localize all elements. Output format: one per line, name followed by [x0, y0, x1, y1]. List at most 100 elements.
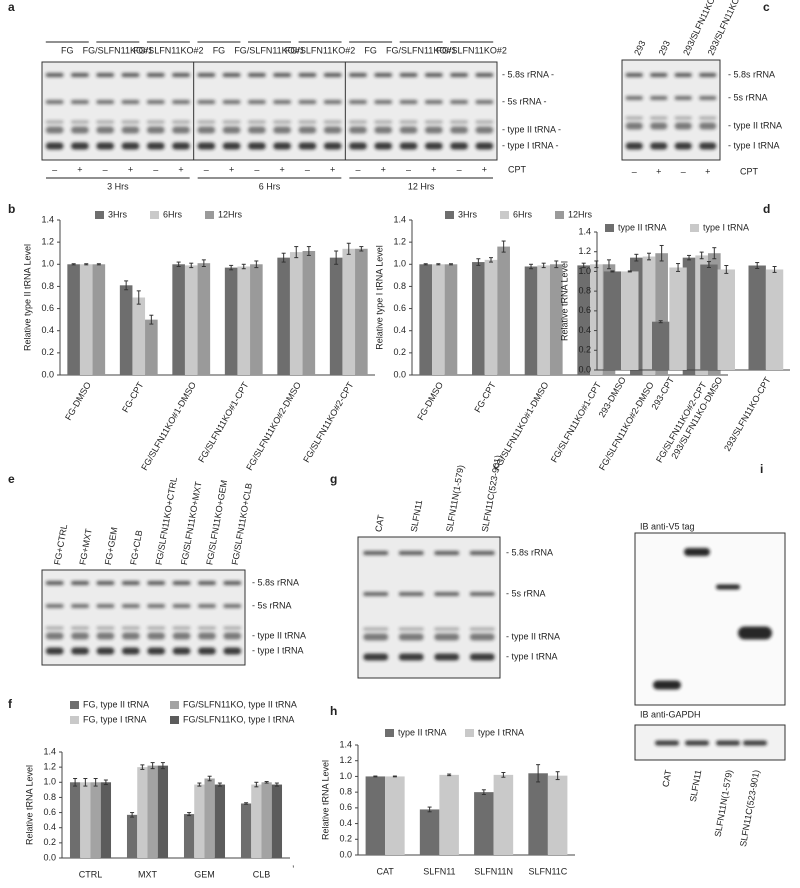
bar	[194, 784, 205, 858]
bar	[419, 264, 433, 375]
y-tick-label: 0.0	[578, 364, 591, 374]
bar	[183, 814, 195, 858]
gel-band	[363, 551, 389, 555]
gel-band	[349, 100, 367, 104]
gel-band	[248, 120, 266, 124]
legend-label: 3Hrs	[458, 209, 478, 219]
treatment-sign: –	[681, 166, 686, 176]
group-label: FG/SLFN11KO#1	[386, 45, 456, 55]
x-tick-label: FG/SLFN11KO#2-CPT	[301, 380, 356, 465]
gel-band	[625, 122, 643, 130]
y-tick-label: 0.6	[43, 807, 56, 817]
gel-band	[223, 581, 242, 585]
treatment-sign: +	[705, 166, 710, 176]
gel-band	[424, 142, 443, 150]
bar	[717, 269, 735, 370]
treatment-sign: –	[355, 164, 360, 174]
gel-band	[450, 126, 468, 134]
bar	[126, 814, 138, 858]
error-bar	[334, 250, 339, 265]
bar	[90, 782, 101, 858]
gel-band	[197, 142, 216, 150]
y-tick-label: 1.2	[578, 246, 591, 256]
panel-letter: i	[760, 462, 763, 476]
band-label: - type II tRNA	[728, 120, 782, 130]
bar	[197, 263, 211, 375]
y-tick-label: 1.0	[339, 771, 352, 781]
y-tick-label: 1.2	[393, 237, 406, 247]
x-tick-label: 293-DMSO	[597, 375, 628, 419]
lane-label: FG+CLB	[128, 529, 144, 565]
bar	[69, 782, 81, 858]
error-bar	[712, 247, 717, 260]
gel-band	[674, 96, 692, 100]
bar	[342, 248, 356, 375]
bar	[157, 765, 169, 858]
gel-band	[349, 120, 367, 124]
gel-band	[298, 120, 317, 124]
lane-label: SLFN11	[409, 499, 424, 533]
gel-band	[96, 120, 115, 124]
y-tick-label: 0.0	[339, 849, 352, 859]
legend-label: type II tRNA	[618, 222, 667, 232]
gel-band	[223, 604, 242, 608]
gel-band	[363, 592, 389, 596]
band-label: - type II tRNA	[252, 630, 306, 640]
gel-band	[172, 100, 190, 104]
gel-band	[197, 120, 216, 124]
error-bar	[676, 263, 681, 272]
gel-band	[650, 122, 668, 130]
error-bar	[476, 258, 481, 266]
gel-band	[374, 120, 393, 124]
lane-label: SLFN11N(1-579)	[444, 464, 466, 533]
legend-swatch	[70, 701, 79, 709]
legend-label: 6Hrs	[163, 209, 183, 219]
lane-label: FG/SLFN11KO+MXT	[179, 480, 204, 566]
y-axis-label: Relative tRNA Level	[320, 760, 330, 840]
lane-label: FG/SLFN11KO+GEM	[204, 479, 229, 566]
legend-swatch	[605, 224, 614, 232]
error-bar	[392, 775, 397, 778]
error-bar	[555, 771, 560, 781]
band-label: - 5.8s rRNA	[728, 69, 775, 79]
lane-label: FG/SLFN11KO+CLB	[230, 482, 254, 566]
gel-band	[399, 126, 418, 134]
error-bar	[423, 263, 428, 266]
bar	[137, 767, 148, 858]
y-tick-label: 0.2	[43, 837, 56, 847]
gel-band	[121, 100, 140, 104]
gel-band	[223, 626, 242, 630]
y-tick-label: 1.2	[339, 755, 352, 765]
treatment-sign: +	[280, 164, 285, 174]
gel-band	[475, 126, 494, 134]
legend-swatch	[170, 716, 179, 724]
y-tick-label: 0.2	[339, 834, 352, 844]
band-label: - 5s rRNA	[728, 92, 768, 102]
gel-band	[197, 126, 216, 134]
gel-band	[222, 100, 241, 104]
band-label: - type I tRNA	[728, 140, 780, 150]
bar	[119, 285, 133, 375]
lane-label: SLFN11	[688, 769, 703, 803]
gel-band	[147, 626, 166, 630]
gel-band	[146, 142, 165, 150]
error-bar	[659, 244, 664, 262]
error-bar	[706, 261, 711, 268]
y-tick-label: 0.4	[339, 818, 352, 828]
error-bar	[481, 789, 486, 795]
error-bar	[124, 280, 129, 291]
gel-band	[349, 142, 367, 150]
bar	[184, 265, 198, 375]
gel-band	[653, 680, 681, 690]
gel-band	[363, 627, 389, 631]
gel	[41, 61, 498, 161]
y-tick-label: 0.4	[41, 325, 54, 335]
treatment-sign: +	[656, 166, 661, 176]
gel-band	[684, 548, 710, 556]
x-tick-label: CLB	[253, 869, 271, 879]
gel-band	[146, 73, 165, 77]
bar	[147, 765, 158, 858]
band-label: - 5s rRNA	[506, 588, 546, 598]
gel-band	[121, 73, 140, 77]
gel-band	[363, 633, 389, 641]
